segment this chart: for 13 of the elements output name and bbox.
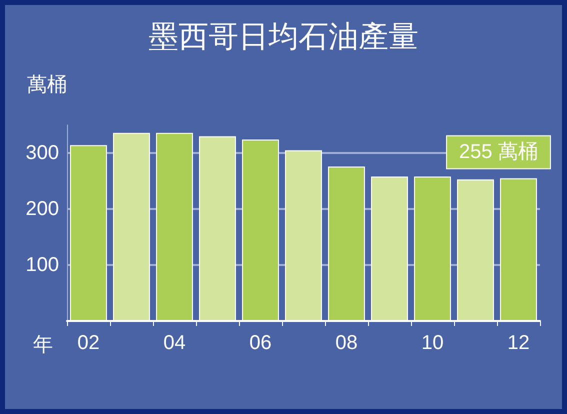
- y-tick-label: 100: [26, 254, 59, 276]
- y-tick-label: 300: [26, 142, 59, 164]
- x-tick-label: 06: [249, 332, 272, 354]
- y-tick-label: 200: [26, 198, 59, 220]
- x-tick-label: 10: [421, 332, 444, 354]
- x-tick-label: 02: [77, 332, 100, 354]
- x-tick-label: 12: [507, 332, 530, 354]
- x-tick-label: 04: [163, 332, 186, 354]
- y-axis-title: 萬桶: [27, 74, 67, 96]
- x-axis-title: 年: [33, 334, 53, 356]
- x-tick-label: 08: [335, 332, 358, 354]
- annotation: 255 萬桶: [459, 141, 538, 164]
- chart-title: 墨西哥日均石油產量: [148, 20, 418, 54]
